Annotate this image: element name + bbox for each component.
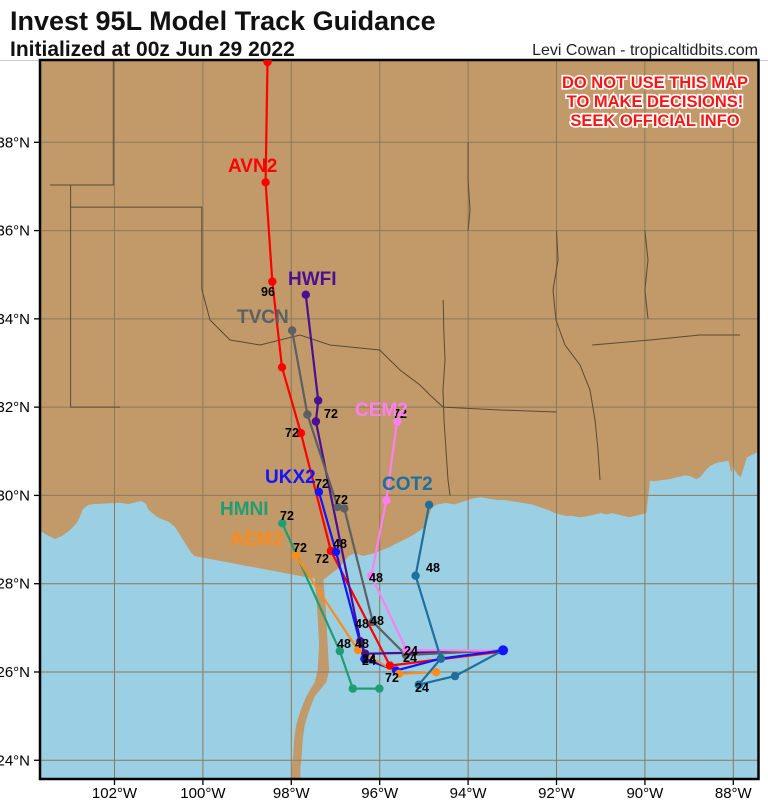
svg-text:100°W: 100°W: [180, 785, 226, 801]
svg-text:24: 24: [362, 654, 376, 668]
svg-text:48: 48: [333, 537, 347, 551]
svg-text:AVN2: AVN2: [228, 156, 277, 177]
svg-text:72: 72: [280, 509, 294, 523]
svg-text:24: 24: [415, 681, 429, 695]
svg-text:96: 96: [261, 285, 275, 299]
svg-text:48: 48: [369, 571, 383, 585]
svg-text:UKX2: UKX2: [265, 467, 316, 488]
svg-text:TO MAKE DECISIONS!: TO MAKE DECISIONS!: [567, 93, 744, 111]
svg-text:36°N: 36°N: [0, 223, 30, 240]
svg-text:COT2: COT2: [382, 474, 433, 495]
svg-text:72: 72: [334, 493, 348, 507]
svg-text:HMNI: HMNI: [220, 499, 269, 520]
svg-text:94°W: 94°W: [450, 785, 488, 801]
svg-text:72: 72: [324, 407, 338, 421]
svg-text:98°W: 98°W: [273, 785, 311, 801]
svg-text:96°W: 96°W: [361, 785, 399, 801]
svg-text:72: 72: [293, 541, 307, 555]
svg-text:72: 72: [315, 477, 329, 491]
svg-text:26°N: 26°N: [0, 664, 30, 681]
svg-text:38°N: 38°N: [0, 134, 30, 151]
svg-text:48: 48: [355, 617, 369, 631]
svg-text:SEEK OFFICIAL INFO: SEEK OFFICIAL INFO: [570, 112, 739, 130]
svg-text:90°W: 90°W: [626, 785, 664, 801]
svg-text:72: 72: [315, 552, 329, 566]
svg-text:32°N: 32°N: [0, 399, 30, 416]
svg-text:34°N: 34°N: [0, 311, 30, 328]
svg-text:CEM2: CEM2: [355, 400, 408, 421]
svg-text:102°W: 102°W: [92, 785, 138, 801]
svg-text:88°W: 88°W: [715, 785, 753, 801]
svg-text:28°N: 28°N: [0, 576, 30, 593]
svg-text:72: 72: [285, 426, 299, 440]
svg-text:24: 24: [404, 644, 418, 658]
svg-text:TVCN: TVCN: [237, 307, 289, 328]
svg-text:30°N: 30°N: [0, 487, 30, 504]
svg-text:92°W: 92°W: [538, 785, 576, 801]
svg-text:24°N: 24°N: [0, 752, 30, 769]
svg-text:HWFI: HWFI: [288, 269, 337, 290]
svg-text:48: 48: [370, 614, 384, 628]
svg-text:DO NOT USE THIS MAP: DO NOT USE THIS MAP: [562, 74, 748, 92]
svg-text:AEM2: AEM2: [230, 529, 283, 550]
svg-text:48: 48: [355, 637, 369, 651]
svg-text:72: 72: [385, 671, 399, 685]
svg-text:48: 48: [337, 637, 351, 651]
svg-text:48: 48: [426, 561, 440, 575]
